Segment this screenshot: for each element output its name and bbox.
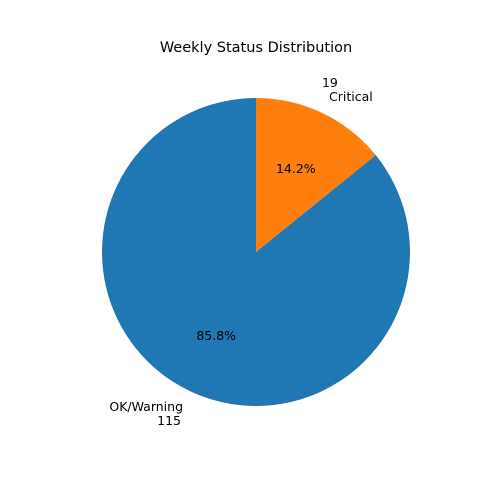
- pie-category-label-ok-warning: OK/Warning: [109, 399, 183, 414]
- pie-slices: [102, 98, 411, 406]
- pie-category-label-critical: Critical: [329, 89, 373, 104]
- pie-value-label-ok-warning: 115: [157, 413, 181, 428]
- chart-title: Weekly Status Distribution: [160, 40, 352, 56]
- pie-percent-label-ok-warning: 85.8%: [196, 328, 236, 343]
- pie-slice-critical: [256, 98, 376, 252]
- pie-value-label-critical: 19: [322, 75, 338, 90]
- pie-slice-ok-warning: [102, 98, 411, 406]
- pie-percent-label-critical: 14.2%: [276, 161, 316, 176]
